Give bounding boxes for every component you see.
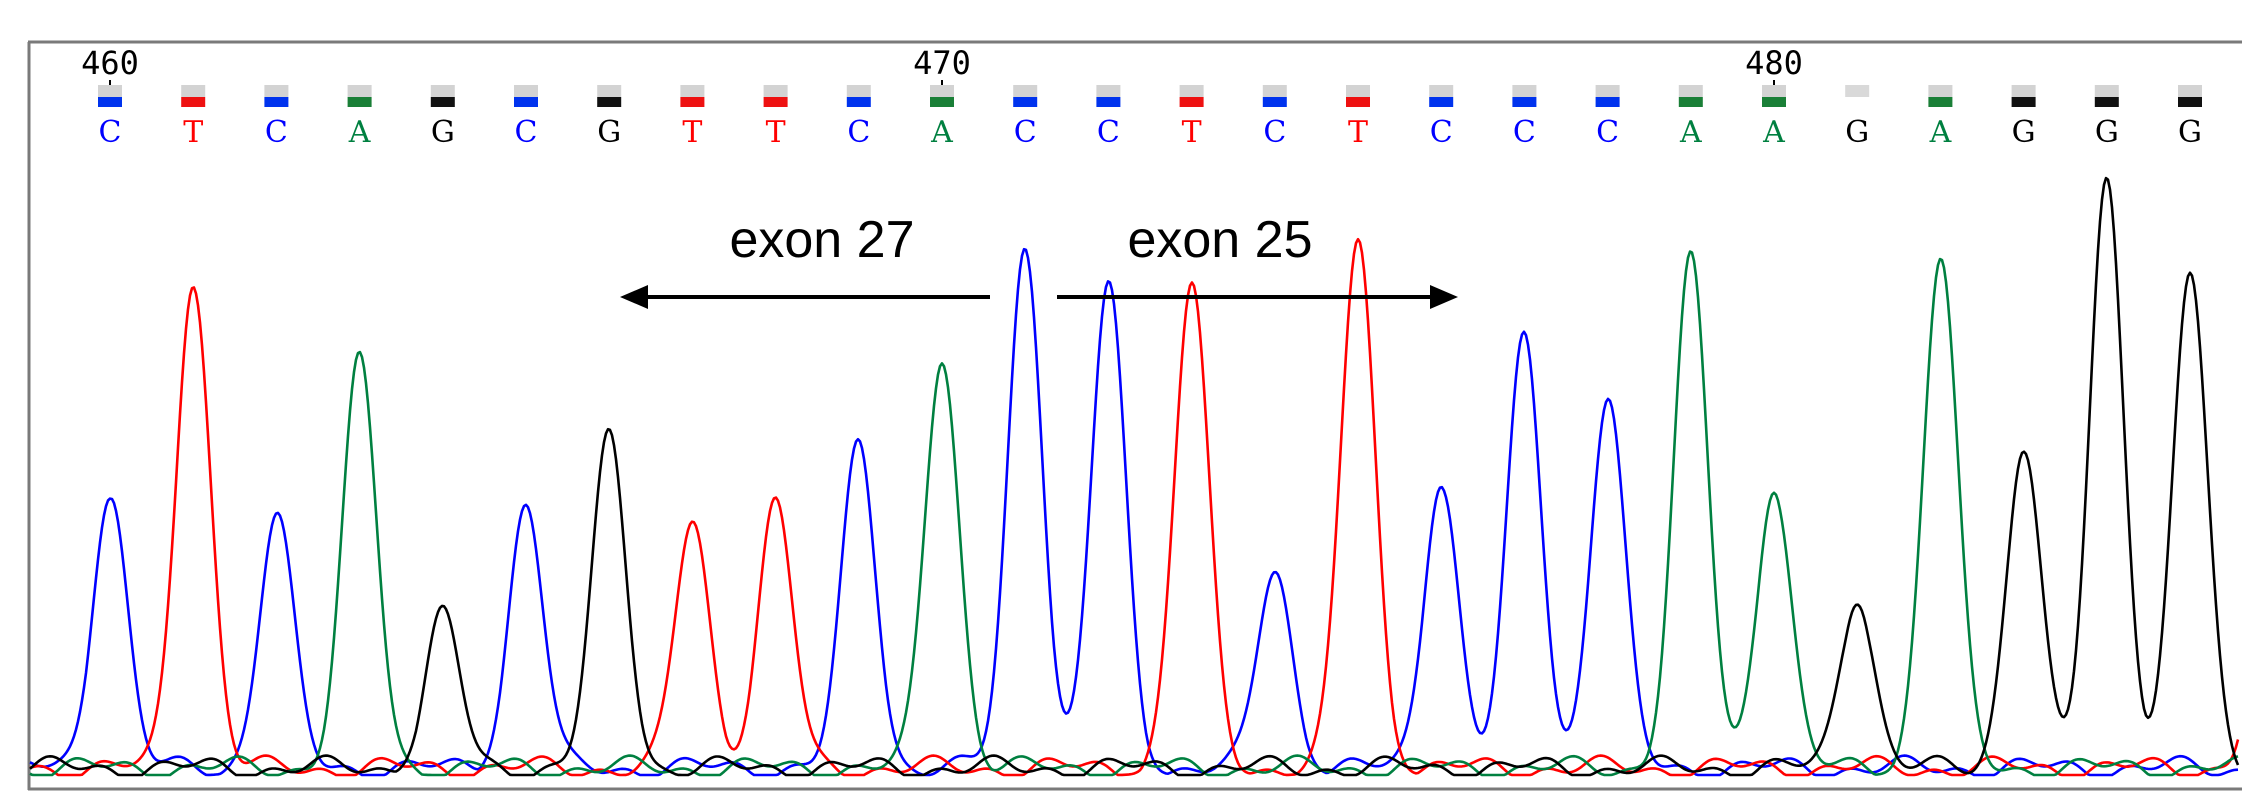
quality-bar bbox=[1762, 97, 1786, 107]
base-call-C: C bbox=[1014, 115, 1037, 150]
quality-bar-pale bbox=[1595, 85, 1620, 97]
trace-G bbox=[29, 176, 2240, 777]
quality-bar bbox=[1429, 97, 1454, 107]
quality-bar bbox=[1346, 97, 1370, 107]
base-call-C: C bbox=[265, 115, 288, 150]
base-call-A: A bbox=[1929, 115, 1952, 150]
quality-bar bbox=[680, 97, 705, 107]
quality-bar bbox=[1928, 97, 1953, 107]
quality-bar bbox=[930, 97, 954, 107]
quality-bar-pale bbox=[1346, 85, 1370, 97]
arrow-right-exon-25 bbox=[1057, 285, 1458, 309]
quality-bar bbox=[1678, 97, 1703, 107]
trace-T bbox=[29, 237, 2240, 777]
quality-bar bbox=[347, 97, 372, 107]
quality-bar-pale bbox=[2178, 85, 2202, 97]
base-call-C: C bbox=[1513, 115, 1536, 150]
quality-bar-pale bbox=[181, 85, 206, 97]
quality-bar-pale bbox=[1845, 85, 1870, 97]
quality-bar-pale bbox=[1179, 85, 1204, 97]
arrow-left-exon-27 bbox=[620, 285, 990, 309]
base-call-G: G bbox=[2095, 115, 2119, 150]
quality-bar-pale bbox=[1429, 85, 1454, 97]
quality-bar bbox=[514, 97, 538, 107]
quality-bar bbox=[1179, 97, 1204, 107]
base-call-C: C bbox=[1263, 115, 1286, 150]
base-call-G: G bbox=[1845, 115, 1869, 150]
quality-bar bbox=[846, 97, 871, 107]
quality-bar-pale bbox=[347, 85, 372, 97]
position-tick-label: 470 bbox=[913, 44, 971, 82]
quality-bar-pale bbox=[930, 85, 954, 97]
quality-bar bbox=[763, 97, 788, 107]
quality-bar bbox=[430, 97, 455, 107]
quality-bar-pale bbox=[98, 85, 122, 97]
quality-bar bbox=[2094, 97, 2119, 107]
base-call-C: C bbox=[1596, 115, 1619, 150]
quality-bar-pale bbox=[763, 85, 788, 97]
quality-bar bbox=[597, 97, 622, 107]
base-call-C: C bbox=[1097, 115, 1120, 150]
base-call-C: C bbox=[99, 115, 122, 150]
position-tick-label: 460 bbox=[81, 44, 139, 82]
quality-bar-pale bbox=[1928, 85, 1953, 97]
annotation-exon-25: exon 25 bbox=[1127, 211, 1312, 269]
quality-bar bbox=[1595, 97, 1620, 107]
trace-A bbox=[29, 250, 2239, 777]
quality-bar bbox=[1262, 97, 1287, 107]
quality-bar-pale bbox=[597, 85, 622, 97]
base-call-C: C bbox=[515, 115, 538, 150]
quality-bar-pale bbox=[1678, 85, 1703, 97]
quality-bar-pale bbox=[680, 85, 705, 97]
quality-bar bbox=[1013, 97, 1038, 107]
base-call-C: C bbox=[1430, 115, 1453, 150]
quality-bar-pale bbox=[1762, 85, 1786, 97]
base-call-T: T bbox=[1182, 115, 1202, 150]
quality-bar bbox=[264, 97, 289, 107]
quality-bar bbox=[1096, 97, 1121, 107]
base-call-G: G bbox=[431, 115, 455, 150]
quality-bar-pale bbox=[514, 85, 538, 97]
base-call-A: A bbox=[348, 115, 371, 150]
base-call-C: C bbox=[847, 115, 870, 150]
quality-bar-pale bbox=[2094, 85, 2119, 97]
quality-bar-pale bbox=[2011, 85, 2036, 97]
base-call-G: G bbox=[2178, 115, 2202, 150]
base-call-T: T bbox=[1348, 115, 1368, 150]
quality-bar bbox=[1512, 97, 1537, 107]
quality-bar bbox=[98, 97, 122, 107]
annotation-exon-27: exon 27 bbox=[729, 211, 914, 269]
quality-bar-pale bbox=[1262, 85, 1287, 97]
quality-bar bbox=[2011, 97, 2036, 107]
quality-bar-pale bbox=[264, 85, 289, 97]
quality-bar-pale bbox=[846, 85, 871, 97]
base-call-A: A bbox=[1679, 115, 1702, 150]
quality-bar-pale bbox=[430, 85, 455, 97]
base-call-G: G bbox=[2012, 115, 2036, 150]
base-call-T: T bbox=[766, 115, 786, 150]
quality-bar bbox=[2178, 97, 2202, 107]
base-call-A: A bbox=[930, 115, 953, 150]
quality-bar-pale bbox=[1096, 85, 1121, 97]
base-call-A: A bbox=[1762, 115, 1785, 150]
quality-bar bbox=[181, 97, 206, 107]
quality-bar-pale bbox=[1512, 85, 1537, 97]
base-call-G: G bbox=[597, 115, 621, 150]
base-call-T: T bbox=[183, 115, 203, 150]
quality-bar-pale bbox=[1013, 85, 1038, 97]
position-tick-label: 480 bbox=[1745, 44, 1803, 82]
base-call-T: T bbox=[682, 115, 702, 150]
